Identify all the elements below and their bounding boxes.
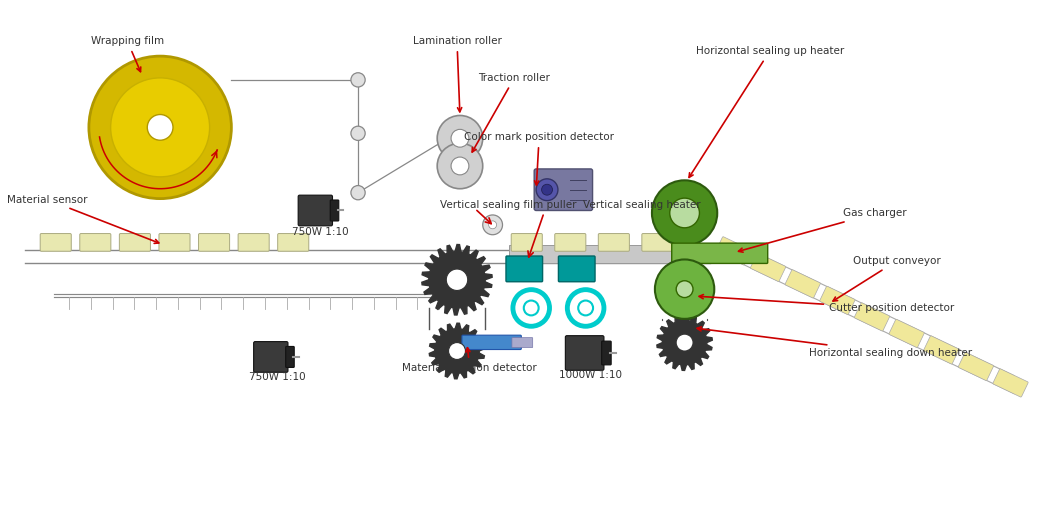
FancyBboxPatch shape (331, 200, 339, 221)
Text: Horizontal sealing down heater: Horizontal sealing down heater (697, 327, 973, 358)
Circle shape (351, 126, 366, 140)
Circle shape (451, 130, 469, 147)
FancyBboxPatch shape (672, 243, 767, 264)
Circle shape (655, 260, 714, 319)
FancyBboxPatch shape (566, 336, 604, 370)
FancyBboxPatch shape (602, 341, 611, 365)
Text: Wrapping film: Wrapping film (90, 36, 164, 71)
Circle shape (652, 180, 718, 246)
Text: Traction roller: Traction roller (472, 73, 551, 152)
FancyBboxPatch shape (80, 233, 111, 251)
FancyBboxPatch shape (535, 169, 592, 211)
Text: Vertical sealing film puller  Vertical sealing heater: Vertical sealing film puller Vertical se… (440, 199, 701, 210)
Circle shape (483, 215, 503, 235)
FancyBboxPatch shape (558, 256, 595, 282)
FancyBboxPatch shape (238, 233, 269, 251)
FancyBboxPatch shape (889, 319, 924, 347)
FancyBboxPatch shape (286, 346, 294, 368)
FancyBboxPatch shape (159, 233, 190, 251)
FancyBboxPatch shape (277, 233, 308, 251)
FancyBboxPatch shape (299, 195, 333, 226)
Polygon shape (657, 315, 712, 371)
FancyBboxPatch shape (855, 303, 890, 331)
FancyBboxPatch shape (993, 369, 1028, 397)
FancyBboxPatch shape (958, 352, 994, 380)
FancyBboxPatch shape (40, 233, 71, 251)
FancyBboxPatch shape (511, 233, 542, 251)
Circle shape (676, 281, 693, 298)
Polygon shape (429, 323, 485, 379)
FancyBboxPatch shape (715, 237, 752, 265)
Circle shape (489, 221, 496, 229)
FancyBboxPatch shape (642, 233, 673, 251)
Circle shape (351, 186, 366, 200)
Circle shape (568, 290, 604, 326)
FancyBboxPatch shape (750, 253, 786, 282)
Circle shape (437, 143, 483, 189)
Text: Output conveyor: Output conveyor (833, 256, 941, 301)
FancyBboxPatch shape (119, 233, 151, 251)
Circle shape (536, 179, 558, 200)
Text: 750W 1:10: 750W 1:10 (249, 372, 305, 382)
Text: Lamination roller: Lamination roller (412, 36, 502, 112)
FancyBboxPatch shape (820, 286, 855, 315)
Circle shape (449, 342, 466, 359)
Circle shape (451, 157, 469, 175)
Circle shape (670, 198, 699, 228)
Circle shape (351, 73, 366, 87)
Circle shape (89, 56, 232, 198)
Circle shape (676, 334, 693, 351)
Circle shape (578, 301, 593, 316)
Circle shape (111, 78, 209, 177)
Polygon shape (422, 245, 492, 315)
FancyBboxPatch shape (199, 233, 230, 251)
FancyBboxPatch shape (598, 233, 629, 251)
Bar (677, 213, 692, 246)
Text: Gas charger: Gas charger (739, 209, 907, 252)
Circle shape (542, 184, 553, 195)
Circle shape (524, 301, 539, 316)
Bar (509, 245, 706, 263)
FancyBboxPatch shape (462, 335, 521, 350)
FancyBboxPatch shape (786, 270, 821, 298)
Circle shape (446, 269, 468, 290)
Circle shape (148, 115, 173, 140)
Text: 750W 1:10: 750W 1:10 (292, 227, 349, 237)
Text: Cutter position detector: Cutter position detector (699, 295, 955, 314)
Circle shape (437, 116, 483, 161)
FancyBboxPatch shape (254, 342, 288, 372)
FancyBboxPatch shape (555, 233, 586, 251)
Text: Horizontal sealing up heater: Horizontal sealing up heater (689, 46, 844, 177)
Text: Material sensor: Material sensor (7, 195, 158, 243)
Circle shape (513, 290, 550, 326)
Text: Material position detector: Material position detector (403, 347, 537, 373)
Bar (677, 289, 692, 319)
FancyBboxPatch shape (512, 338, 533, 347)
Text: 1000W 1:10: 1000W 1:10 (559, 370, 622, 380)
Text: Color mark position detector: Color mark position detector (465, 132, 614, 185)
FancyBboxPatch shape (924, 336, 959, 364)
FancyBboxPatch shape (506, 256, 542, 282)
